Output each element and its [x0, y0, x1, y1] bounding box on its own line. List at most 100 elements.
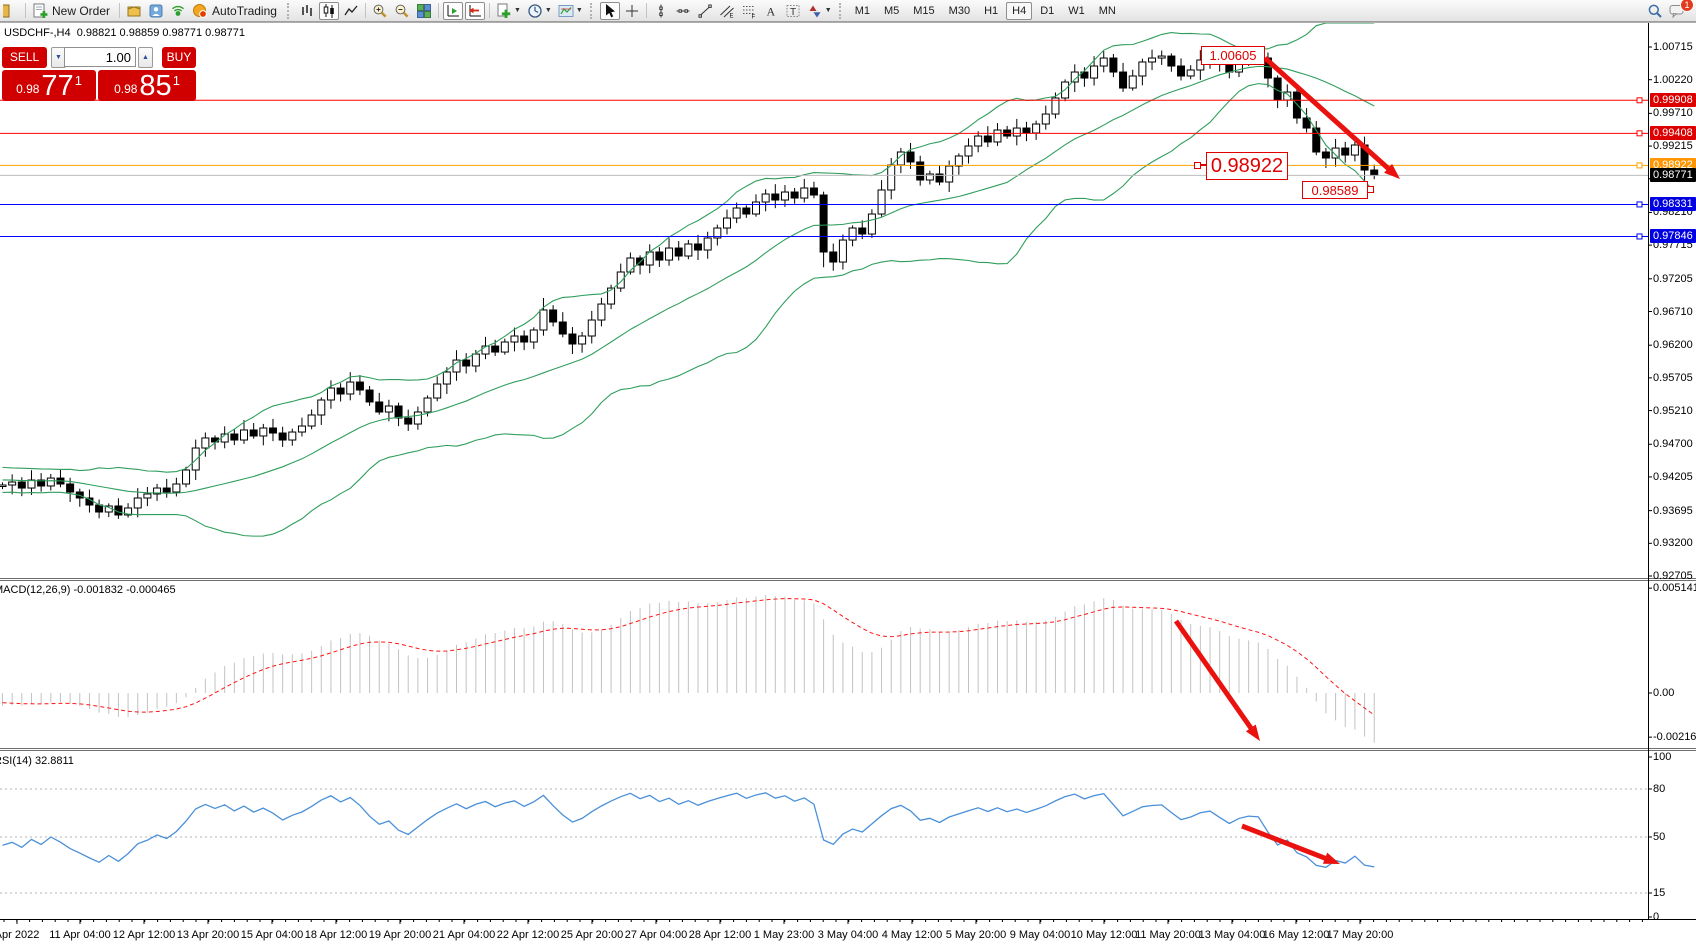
- price-axis-label: 0.94205: [1653, 470, 1693, 483]
- candle-body: [326, 387, 335, 401]
- toolbar-group-handle: [286, 2, 292, 19]
- macd-axis-label: 0.00: [1653, 687, 1675, 699]
- text-tool-button[interactable]: A: [761, 2, 781, 20]
- auto-scroll-button[interactable]: [442, 1, 463, 20]
- text-label-tool-button[interactable]: T: [783, 2, 803, 20]
- candle-body: [1331, 147, 1340, 159]
- trend-arrow: [1241, 823, 1330, 862]
- candle-body: [780, 191, 789, 201]
- annotation-price-label: 0.98589: [1302, 181, 1368, 199]
- arrows-tool-button[interactable]: ▼: [805, 2, 834, 20]
- rsi-pane[interactable]: [0, 751, 1648, 919]
- candle-body: [66, 483, 75, 493]
- fibonacci-icon: F: [742, 5, 755, 19]
- time-axis-label: Apr 2022: [0, 929, 40, 941]
- candle-body: [491, 345, 500, 353]
- volume-input[interactable]: [64, 47, 136, 67]
- volume-increase-button[interactable]: ▲: [138, 47, 153, 68]
- price-tag: 0.98771: [1650, 168, 1696, 183]
- candle-body: [713, 227, 722, 239]
- buy-price-display[interactable]: 0.98 85 1: [98, 70, 196, 101]
- timeframe-button-m30[interactable]: M30: [948, 4, 971, 17]
- bar-chart-button[interactable]: [297, 2, 317, 20]
- candle-body: [172, 483, 181, 493]
- hline-handle: [1636, 97, 1643, 104]
- macd-axis-label: -0.002165: [1653, 731, 1696, 744]
- trendline-tool-button[interactable]: [695, 2, 715, 20]
- timeframe-button-w1[interactable]: W1: [1068, 4, 1085, 17]
- candle-body: [191, 447, 200, 471]
- candle-body: [423, 397, 432, 413]
- candlestick-chart-button[interactable]: [318, 1, 339, 20]
- hline-handle: [1636, 130, 1643, 137]
- candle-body: [288, 431, 297, 441]
- candle-body: [674, 247, 683, 257]
- candle-body: [597, 303, 606, 321]
- price-axis-label: 1.00715: [1653, 41, 1693, 53]
- candle-body: [133, 497, 142, 509]
- buy-button[interactable]: BUY: [162, 47, 196, 68]
- price-axis-label: 0.93695: [1653, 504, 1693, 517]
- indicators-button[interactable]: ▼: [494, 2, 523, 20]
- equidistant-channel-tool-button[interactable]: E: [717, 2, 737, 20]
- fibonacci-tool-button[interactable]: F: [739, 2, 759, 20]
- zoom-in-button[interactable]: [370, 2, 390, 20]
- zoom-out-button[interactable]: [392, 2, 412, 20]
- main-chart-pane[interactable]: [0, 23, 1648, 578]
- timeframe-button-mn[interactable]: MN: [1098, 4, 1116, 17]
- time-axis-label: 15 Apr 04:00: [240, 929, 304, 941]
- templates-button[interactable]: ▼: [556, 2, 585, 20]
- history-center-icon[interactable]: [124, 2, 144, 20]
- rsi-axis-label: 80: [1653, 783, 1666, 795]
- candle-body: [1051, 97, 1060, 115]
- svg-text:T: T: [790, 7, 796, 18]
- tile-windows-button[interactable]: [414, 2, 434, 20]
- candle-body: [858, 227, 867, 235]
- timeframe-button-m15[interactable]: M15: [913, 4, 935, 17]
- timeframe-buttons: M1 M5 M15 M30 H1 H4 D1 W1 MN: [848, 1, 1123, 20]
- svg-text:F: F: [751, 14, 755, 19]
- horizontal-line-icon: [676, 8, 690, 13]
- sell-button[interactable]: SELL: [2, 47, 47, 68]
- cursor-tool-button[interactable]: [599, 1, 620, 20]
- candle-body: [230, 433, 239, 441]
- horizontal-line-tool-button[interactable]: [673, 2, 693, 20]
- new-order-icon: [33, 3, 48, 18]
- profile-icon[interactable]: [146, 2, 166, 20]
- timeframe-button-d1[interactable]: D1: [1040, 4, 1055, 17]
- macd-pane[interactable]: [0, 581, 1648, 748]
- new-order-button[interactable]: New Order: [30, 2, 115, 20]
- candle-body: [771, 193, 780, 201]
- sell-price-display[interactable]: 0.98 77 1: [2, 70, 96, 101]
- community-chat-button[interactable]: 1: [1666, 0, 1694, 20]
- candle-body: [1341, 147, 1350, 156]
- candle-body: [549, 309, 558, 323]
- candles-group: [0, 48, 1379, 519]
- candle-body: [790, 191, 799, 199]
- macd-histogram: [2, 595, 1375, 743]
- signals-icon[interactable]: [168, 2, 188, 20]
- price-axis-label: 0.95705: [1653, 371, 1693, 384]
- candle-body: [1099, 57, 1108, 67]
- candle-body: [442, 371, 451, 385]
- timeframe-button-m5[interactable]: M5: [883, 4, 900, 17]
- timeframe-button-m1[interactable]: M1: [854, 4, 870, 17]
- timeframe-button-h1[interactable]: H1: [984, 4, 999, 17]
- cursor-icon: [605, 3, 615, 17]
- chart-shift-button[interactable]: [464, 1, 485, 20]
- vertical-line-tool-button[interactable]: [651, 2, 671, 20]
- candle-body: [1157, 55, 1166, 59]
- autotrading-button[interactable]: AutoTrading: [190, 2, 282, 20]
- candle-body: [983, 135, 992, 143]
- buy-price-big: 85: [139, 70, 172, 102]
- timeframe-button-h4[interactable]: H4: [1006, 1, 1033, 20]
- price-tag: 0.97846: [1650, 229, 1696, 244]
- candle-body: [0, 484, 7, 488]
- search-icon[interactable]: [1645, 2, 1665, 20]
- candle-body: [8, 481, 17, 486]
- time-axis-label: 13 Apr 20:00: [176, 929, 240, 941]
- periods-button[interactable]: ▼: [525, 2, 554, 20]
- crosshair-tool-button[interactable]: [622, 2, 642, 20]
- line-chart-button[interactable]: [341, 2, 361, 20]
- candle-body: [655, 251, 664, 261]
